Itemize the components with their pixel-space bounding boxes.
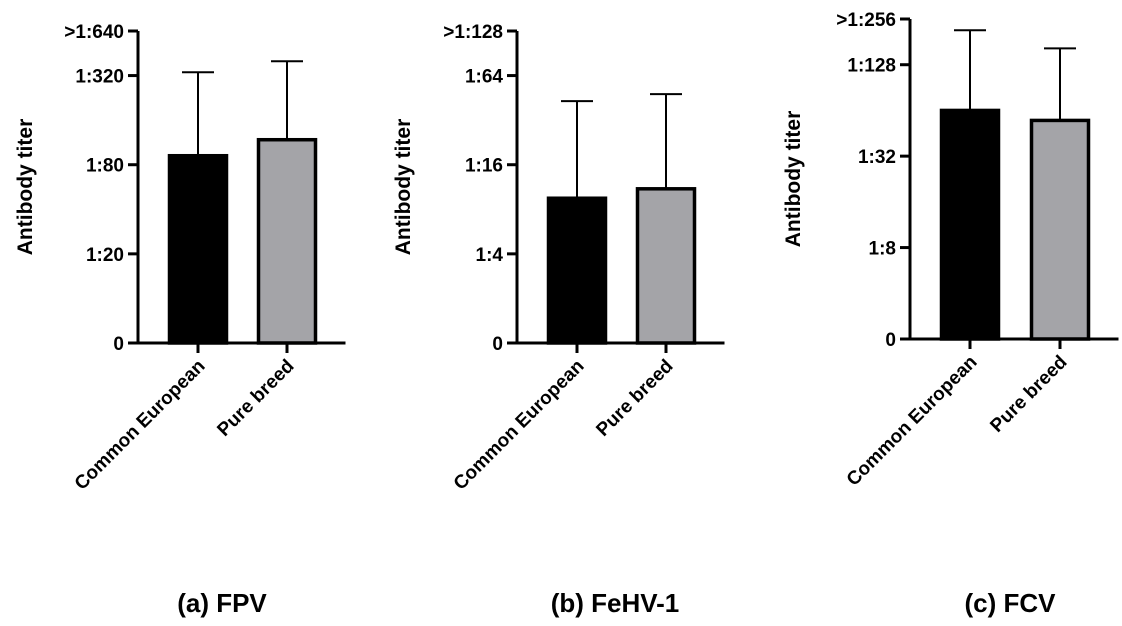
y-tick-label: >1:128	[443, 22, 503, 43]
y-tick-label: 1:8	[869, 239, 896, 260]
y-tick-label: 1:128	[847, 56, 896, 77]
y-tick-label: 1:80	[86, 156, 124, 177]
bar	[546, 196, 608, 345]
y-tick-label: >1:256	[836, 10, 896, 31]
y-tick-label: 1:20	[86, 245, 124, 266]
panel-caption: (b) FeHV-1	[551, 588, 680, 618]
bar	[167, 153, 229, 345]
bar	[1029, 118, 1091, 341]
y-tick-label: 1:32	[858, 147, 896, 168]
category-label: Common European	[450, 356, 589, 495]
panel-caption: (c) FCV	[965, 588, 1057, 618]
chart-panel-3: 0 1:8 1:32 1:128 >1:256 Antibody titer Common …	[782, 10, 1119, 618]
y-axis-title: Antibody titer	[14, 119, 37, 256]
category-label: Pure breed	[986, 352, 1071, 437]
panel-caption: (a) FPV	[177, 588, 267, 618]
bar	[256, 137, 318, 345]
y-tick-label: >1:640	[64, 22, 124, 43]
y-tick-label: 1:64	[465, 67, 503, 88]
chart-panel-2: 0 1:4 1:16 1:64 >1:128 Antibody titer Common E…	[392, 22, 725, 618]
category-label: Common European	[843, 352, 982, 491]
category-label: Pure breed	[213, 356, 298, 441]
category-label: Pure breed	[592, 356, 677, 441]
bar	[939, 108, 1001, 341]
y-tick-label: 0	[492, 334, 503, 355]
y-axis-title: Antibody titer	[392, 119, 415, 256]
y-tick-label: 0	[885, 330, 896, 351]
y-axis-title: Antibody titer	[782, 111, 805, 248]
category-label: Common European	[71, 356, 210, 495]
chart-panel-1: 0 1:20 1:80 1:320 >1:640 Antibody titer Common…	[14, 22, 346, 618]
y-tick-label: 1:16	[465, 156, 503, 177]
y-tick-label: 1:4	[476, 245, 504, 266]
bar	[635, 187, 697, 345]
y-tick-label: 1:320	[75, 67, 124, 88]
y-tick-label: 0	[113, 334, 124, 355]
